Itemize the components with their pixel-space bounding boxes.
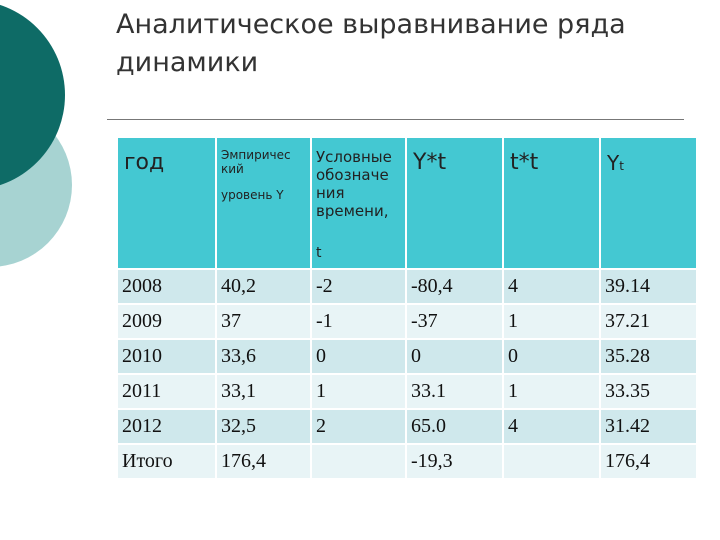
table-row: Итого 176,4 -19,3 176,4 (118, 444, 696, 480)
table-row: 2011 33,1 1 33.1 1 33.35 (118, 374, 696, 410)
table-cell (311, 444, 407, 480)
table-cell: 1 (503, 304, 601, 340)
table-row: 2010 33,6 0 0 0 35.28 (118, 339, 696, 375)
table-cell: -19,3 (406, 444, 504, 480)
header-conventional-t: t (316, 245, 322, 261)
table-cell: 33.1 (406, 374, 504, 410)
header-empirical-line2: уровень Y (221, 188, 284, 202)
table-cell: 40,2 (216, 269, 312, 305)
table-cell: 176,4 (600, 444, 696, 480)
table-cell: -2 (311, 269, 407, 305)
table-cell: 2012 (118, 409, 217, 445)
table-row: 2009 37 -1 -37 1 37.21 (118, 304, 696, 340)
table-cell: 2 (311, 409, 407, 445)
data-table: год Эмпиричес кий уровень Y Условные обо… (118, 138, 696, 480)
table-cell: 33.35 (600, 374, 696, 410)
table-cell: 2010 (118, 339, 217, 375)
table-cell: -1 (311, 304, 407, 340)
table-cell: 176,4 (216, 444, 312, 480)
header-empirical: Эмпиричес кий уровень Y (216, 138, 312, 270)
table-row: 2012 32,5 2 65.0 4 31.42 (118, 409, 696, 445)
header-empirical-line1: Эмпиричес кий (221, 148, 291, 176)
header-yt: Y*t (406, 138, 504, 270)
table-cell: 39.14 (600, 269, 696, 305)
table-cell: 2008 (118, 269, 217, 305)
table-cell: 33,1 (216, 374, 312, 410)
table-cell: 65.0 (406, 409, 504, 445)
table-cell: 37 (216, 304, 312, 340)
table-cell: 4 (503, 269, 601, 305)
dark-teal-circle (0, 4, 65, 186)
table-cell: 32,5 (216, 409, 312, 445)
table-cell: 31.42 (600, 409, 696, 445)
table-cell: 0 (406, 339, 504, 375)
header-row: год Эмпиричес кий уровень Y Условные обо… (118, 138, 696, 270)
table-cell: 2011 (118, 374, 217, 410)
table-cell: Итого (118, 444, 217, 480)
table-cell: 37.21 (600, 304, 696, 340)
table-cell: 33,6 (216, 339, 312, 375)
table-cell: 35.28 (600, 339, 696, 375)
header-yt-fitted: Yt (600, 138, 696, 270)
header-conventional: Условные обозначе ния времени, t (311, 138, 407, 270)
decorative-circles (0, 4, 72, 267)
header-tt: t*t (503, 138, 601, 270)
table-cell: 2009 (118, 304, 217, 340)
table-cell (503, 444, 601, 480)
table-row: 2008 40,2 -2 -80,4 4 39.14 (118, 269, 696, 305)
table-cell: -37 (406, 304, 504, 340)
table-cell: 1 (311, 374, 407, 410)
table-cell: -80,4 (406, 269, 504, 305)
table-cell: 0 (311, 339, 407, 375)
header-conventional-text: Условные обозначе ния времени, (316, 148, 392, 220)
slide-title: Аналитическое выравнивание ряда динамики (116, 9, 626, 78)
table-cell: 0 (503, 339, 601, 375)
table-cell: 4 (503, 409, 601, 445)
title-divider (107, 119, 684, 120)
table-cell: 1 (503, 374, 601, 410)
header-year: год (118, 138, 217, 270)
